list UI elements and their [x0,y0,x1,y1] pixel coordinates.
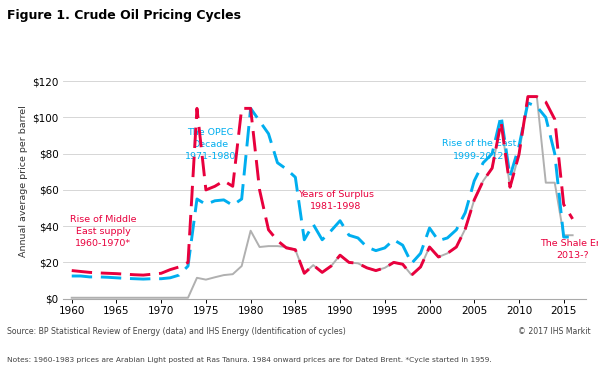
Y-axis label: Annual average price per barrel: Annual average price per barrel [19,105,28,257]
Text: Years of Surplus
1981-1998: Years of Surplus 1981-1998 [298,190,374,211]
Text: Rise of the East
1999-2012: Rise of the East 1999-2012 [441,139,516,161]
Text: The Shale Era
2013-?: The Shale Era 2013-? [540,239,598,260]
Text: Rise of Middle
East supply
1960-1970*: Rise of Middle East supply 1960-1970* [70,215,136,248]
Text: The five crude oil price cycles since 1960: The five crude oil price cycles since 19… [8,40,244,50]
Text: © 2017 IHS Markit: © 2017 IHS Markit [518,327,591,336]
Text: Notes: 1960-1983 prices are Arabian Light posted at Ras Tanura. 1984 onward pric: Notes: 1960-1983 prices are Arabian Ligh… [7,357,492,363]
Text: Source: BP Statistical Review of Energy (data) and IHS Energy (Identification of: Source: BP Statistical Review of Energy … [7,327,346,336]
Text: The OPEC
Decade
1971-1980: The OPEC Decade 1971-1980 [185,128,236,161]
Text: Figure 1. Crude Oil Pricing Cycles: Figure 1. Crude Oil Pricing Cycles [7,9,241,22]
